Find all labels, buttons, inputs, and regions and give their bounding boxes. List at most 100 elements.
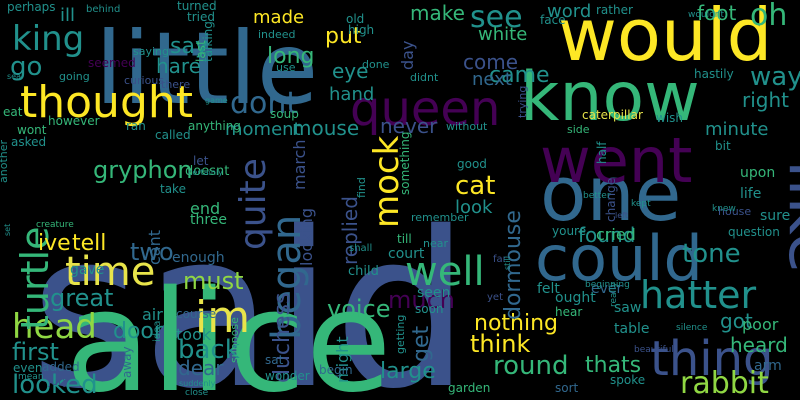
cloud-word-got: got: [720, 309, 753, 333]
cloud-word-talking: talking: [201, 21, 215, 62]
cloud-word-ill: ill: [60, 5, 75, 26]
cloud-word-idea: idea: [152, 321, 163, 342]
cloud-word-march: march: [290, 139, 309, 190]
cloud-word-remember: remember: [411, 211, 469, 224]
cloud-word-poor: poor: [742, 315, 779, 334]
cloud-word-something: something: [398, 131, 412, 195]
cloud-word-heard: heard: [730, 333, 788, 357]
cloud-word-table: table: [614, 321, 649, 337]
cloud-word-moment: moment: [225, 119, 301, 140]
cloud-word-look: look: [455, 197, 493, 218]
cloud-word-rabbit: rabbit: [680, 366, 769, 400]
cloud-word-getting: getting: [394, 315, 407, 354]
cloud-word-curious: curious: [124, 74, 164, 87]
cloud-word-day: day: [398, 41, 417, 70]
cloud-word-gave: gave: [70, 262, 104, 278]
cloud-word-let: let: [193, 154, 209, 168]
cloud-word-however: however: [48, 114, 100, 128]
cloud-word-wish: wish: [656, 111, 683, 125]
cloud-word-begin: begin: [319, 363, 353, 377]
cloud-word-garden: garden: [448, 381, 490, 395]
cloud-word-felt: felt: [537, 281, 560, 297]
cloud-word-king: king: [12, 19, 84, 59]
cloud-word-get: get: [409, 326, 434, 363]
cloud-word-made: made: [253, 7, 304, 28]
cloud-word-hand: hand: [329, 84, 374, 105]
cloud-word-know: know: [520, 58, 700, 137]
cloud-word-doesnt: doesnt: [185, 164, 229, 179]
cloud-word-child: child: [348, 264, 379, 279]
cloud-word-life: life: [740, 186, 761, 202]
cloud-word-looked: looked: [12, 370, 98, 400]
cloud-word-turtle: turtle: [13, 227, 57, 330]
cloud-word-course: course: [176, 307, 216, 321]
cloud-word-end: end: [190, 199, 220, 218]
cloud-word-ive: ive: [38, 231, 71, 256]
cloud-word-well: well: [405, 249, 485, 295]
cloud-word-upon: upon: [740, 165, 775, 181]
cloud-word-close: close: [185, 388, 209, 398]
cloud-word-wonder: wonder: [265, 369, 310, 383]
cloud-word-seemed: seemed: [88, 56, 136, 70]
cloud-word-ever: ever: [591, 281, 623, 297]
cloud-word-white: white: [478, 24, 527, 45]
cloud-word-began: began: [264, 215, 310, 340]
cloud-word-beautiful: beautiful: [634, 345, 674, 355]
cloud-word-dormouse: dormouse: [501, 210, 526, 320]
cloud-word-sure: sure: [760, 208, 790, 224]
cloud-word-ran: ran: [126, 119, 146, 133]
cloud-word-round: round: [493, 351, 569, 381]
cloud-word-replied: replied: [338, 196, 362, 265]
cloud-word-going: going: [59, 70, 90, 83]
cloud-word-gryphon: gryphon: [93, 156, 193, 184]
cloud-word-another: another: [0, 140, 10, 183]
cloud-word-minute: minute: [705, 119, 768, 140]
cloud-word-perhaps: perhaps: [7, 0, 56, 14]
cloud-word-looking: looking: [297, 208, 316, 266]
cloud-word-make: make: [410, 1, 465, 25]
cloud-word-see: see: [470, 0, 523, 35]
cloud-word-thats: thats: [585, 353, 641, 378]
cloud-word-game: game: [205, 96, 228, 105]
cloud-word-back: back: [178, 335, 240, 365]
cloud-word-seen: seen: [417, 285, 450, 301]
cloud-word-called: called: [155, 128, 191, 142]
cloud-word-put: put: [325, 24, 362, 49]
cloud-word-door: door: [113, 319, 164, 344]
cloud-word-knew: knew: [712, 204, 736, 214]
cloud-word-creature: creature: [36, 220, 74, 230]
cloud-word-saying: saying: [133, 45, 169, 58]
cloud-word-went: went: [540, 124, 692, 197]
cloud-word-sort: sort: [555, 381, 579, 395]
cloud-word-hastily: hastily: [694, 67, 734, 81]
cloud-word-come: come: [463, 50, 518, 74]
cloud-word-court: court: [388, 246, 425, 262]
cloud-word-alice: alice: [65, 261, 392, 400]
cloud-word-away: away: [120, 346, 134, 378]
cloud-word-air: air: [142, 305, 163, 324]
cloud-word-cat: cat: [455, 171, 495, 201]
cloud-word-one: one: [540, 149, 681, 238]
cloud-word-silence: silence: [676, 323, 708, 333]
cloud-word-use: use: [276, 61, 296, 74]
cloud-word-still: still: [503, 256, 512, 270]
cloud-word-didnt: didnt: [410, 71, 439, 84]
cloud-word-old: old: [346, 12, 364, 26]
cloud-word-find: find: [355, 177, 368, 198]
cloud-word-long: long: [267, 44, 314, 69]
cloud-word-thought: thought: [20, 77, 193, 128]
cloud-word-found: found: [578, 223, 635, 247]
cloud-word-turned: turned: [177, 0, 217, 13]
cloud-word-arm: arm: [754, 358, 782, 374]
cloud-word-mean: mean: [18, 372, 44, 382]
cloud-word-rather: rather: [596, 3, 633, 17]
cloud-word-sea: sea: [7, 72, 21, 81]
cloud-word-sat: sat: [265, 353, 284, 367]
cloud-word-quite: quite: [233, 158, 274, 250]
cloud-word-would: would: [558, 0, 772, 77]
cloud-word-anything: anything: [188, 119, 241, 133]
cloud-word-without: without: [446, 120, 488, 133]
cloud-word-voice: voice: [327, 295, 391, 323]
cloud-word-must: must: [183, 267, 244, 295]
